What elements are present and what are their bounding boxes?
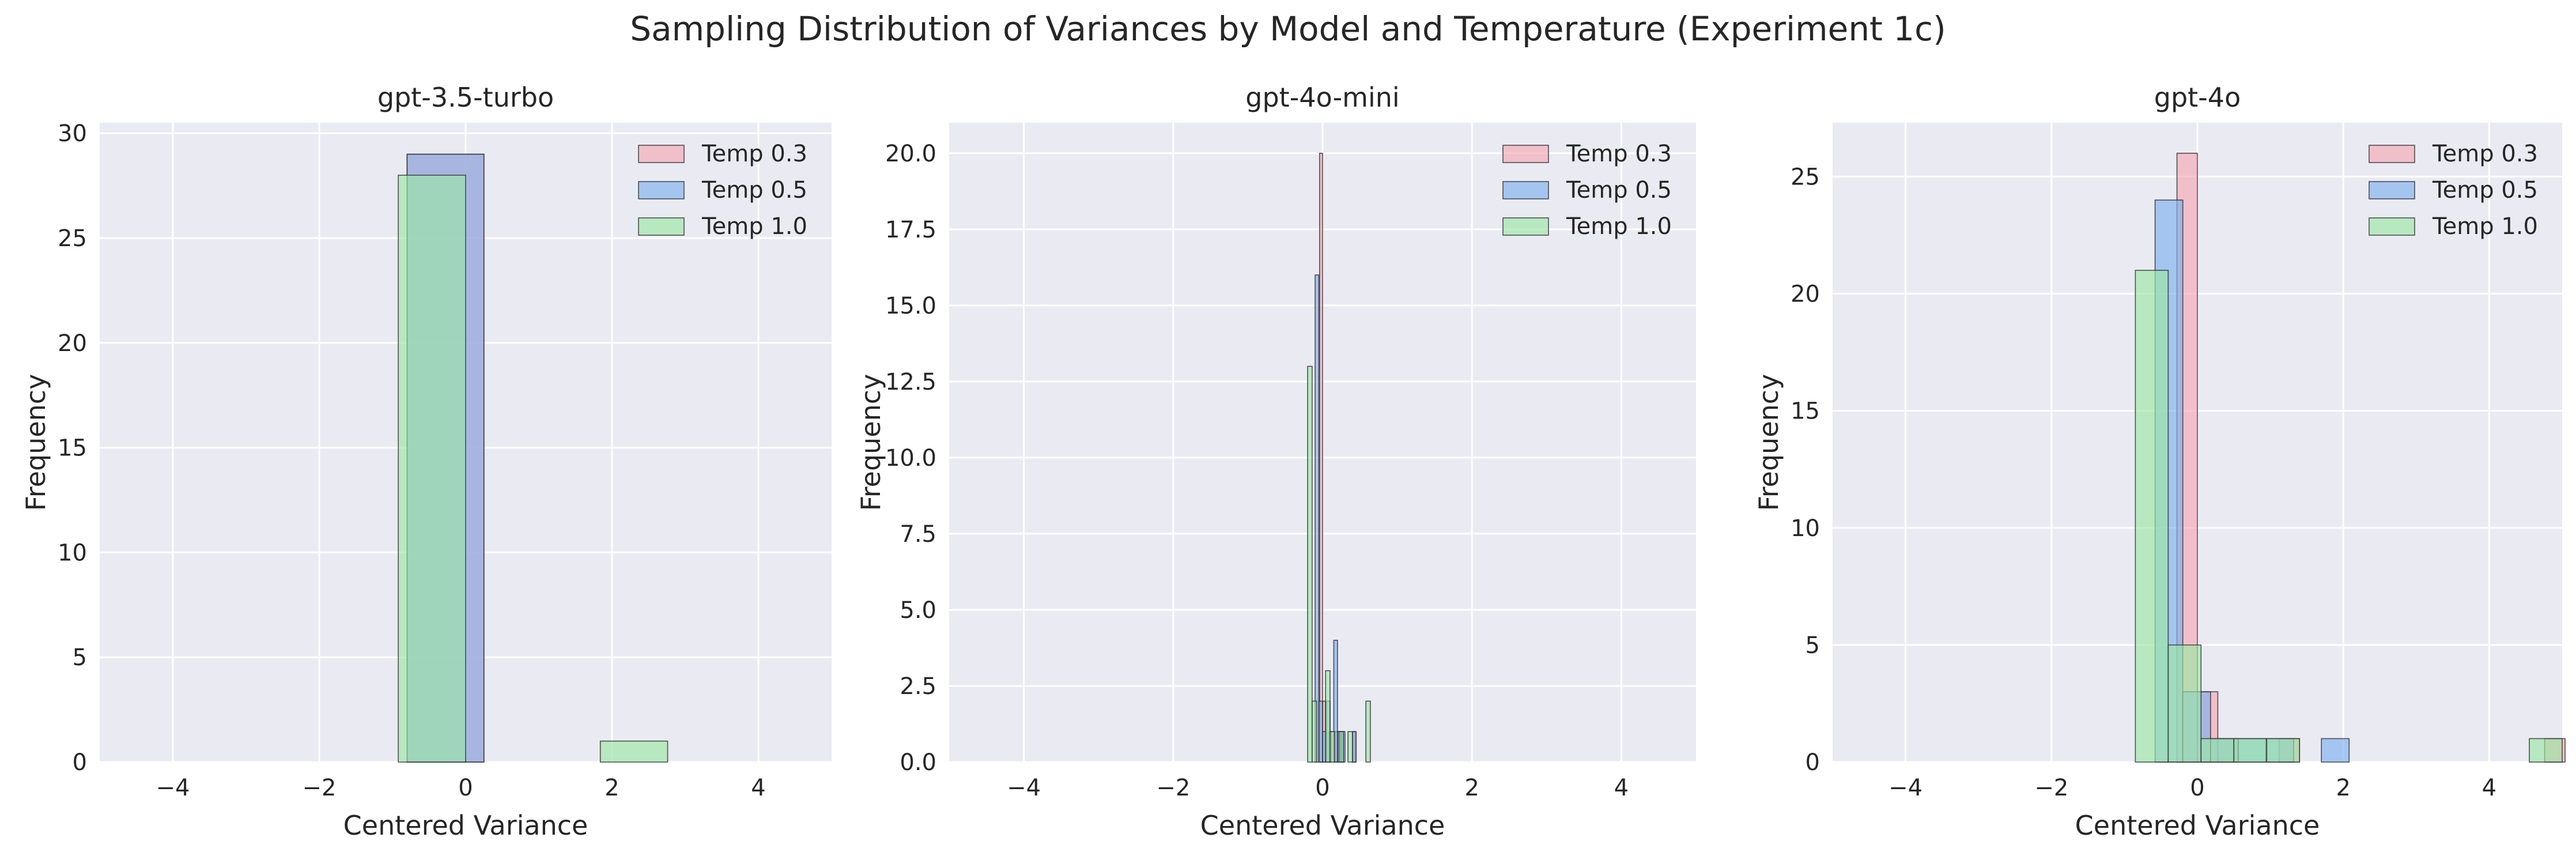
- legend-label: Temp 1.0: [2432, 213, 2538, 240]
- histogram-bar: [2529, 738, 2563, 763]
- x-axis-label: Centered Variance: [343, 810, 588, 841]
- series-temp-1.0: [1307, 365, 1371, 763]
- y-tick-label: 7.5: [900, 521, 936, 548]
- y-axis-label: Frequency: [1753, 374, 1784, 511]
- legend: Temp 0.3 Temp 0.5 Temp 1.0: [2369, 141, 2538, 240]
- legend-swatch: [638, 217, 685, 236]
- legend-swatch: [2369, 145, 2415, 163]
- x-axis-label: Centered Variance: [2075, 810, 2320, 841]
- x-tick-label: 2: [2336, 775, 2350, 801]
- x-tick-label: 4: [2482, 775, 2496, 801]
- histogram-bar: [2266, 738, 2301, 763]
- y-tick-label: 17.5: [885, 217, 936, 243]
- x-axis-label: Centered Variance: [1200, 810, 1445, 841]
- x-tick-label: −4: [156, 775, 190, 801]
- histogram-bar: [1318, 700, 1323, 763]
- y-tick-label: 10: [1791, 515, 1820, 542]
- histogram-bar: [1307, 365, 1313, 763]
- series-temp-1.0: [2135, 270, 2563, 763]
- subplot-title: gpt-4o-mini: [1245, 82, 1399, 113]
- y-axis-label: Frequency: [20, 374, 51, 511]
- y-tick-label: 20: [1791, 281, 1820, 308]
- legend-label: Temp 0.3: [2432, 141, 2538, 167]
- x-tick-label: 0: [1315, 775, 1329, 801]
- legend-label: Temp 0.3: [1566, 141, 1672, 167]
- legend-label: Temp 1.0: [701, 213, 807, 240]
- histogram-bar: [1312, 700, 1317, 763]
- y-tick-label: 15.0: [885, 293, 936, 319]
- x-tick-label: 4: [1614, 775, 1629, 801]
- y-tick-label: 0: [1806, 749, 1820, 776]
- y-tick-label: 5: [1806, 632, 1820, 659]
- y-tick-label: 0.0: [900, 749, 936, 776]
- y-tick-label: 5: [73, 644, 87, 671]
- y-axis-label: Frequency: [855, 374, 886, 511]
- histogram-bar: [1329, 731, 1335, 763]
- series-temp-1.0: [398, 175, 668, 763]
- legend-swatch: [638, 145, 685, 163]
- x-tick-label: 2: [605, 775, 619, 801]
- x-tick-label: −4: [1007, 775, 1041, 801]
- histogram-bar: [398, 175, 466, 763]
- y-tick-label: 2.5: [900, 673, 936, 700]
- legend-label: Temp 0.5: [2432, 177, 2538, 203]
- histogram-bar: [2321, 738, 2350, 763]
- legend-swatch: [1502, 145, 1549, 163]
- subplots: −4 −2 0 2 4051015202530gpt-3.5-turboCentered…: [20, 82, 2566, 841]
- histogram-bar: [1315, 274, 1320, 763]
- x-tick-label: −2: [2034, 775, 2068, 801]
- subplot-title: gpt-3.5-turbo: [377, 82, 554, 113]
- y-tick-label: 20: [58, 330, 87, 357]
- x-tick-label: 0: [458, 775, 473, 801]
- y-tick-label: 20.0: [885, 141, 936, 167]
- subplot-1: −4 −2 0 2 4 0 5 10 15 20 25 30 gpt-3.5-turbo Centered…: [20, 82, 832, 841]
- y-tick-label: 12.5: [885, 369, 936, 395]
- x-tick-label: −4: [1888, 775, 1922, 801]
- y-tick-label: 5.0: [900, 597, 936, 624]
- histogram-bar: [1365, 700, 1371, 763]
- legend-swatch: [638, 181, 685, 199]
- histogram-bar: [1347, 731, 1353, 763]
- legend-swatch: [1502, 217, 1549, 236]
- legend-label: Temp 1.0: [1566, 213, 1672, 240]
- x-tick-label: 4: [751, 775, 765, 801]
- histogram-bar: [2135, 270, 2169, 763]
- subplot-3: −4 −2 0 2 4 0 5 10 15 20 25 gpt-4o Centered Variance…: [1753, 82, 2566, 841]
- histogram-bar: [2233, 738, 2268, 763]
- histogram-bar: [1319, 153, 1323, 763]
- y-tick-label: 30: [58, 120, 87, 147]
- histogram-bar: [1333, 639, 1338, 763]
- histogram-bar: [2200, 738, 2235, 763]
- y-tick-label: 10.0: [885, 445, 936, 472]
- histogram-bar: [1338, 731, 1344, 763]
- subplot-title: gpt-4o: [2154, 82, 2241, 113]
- histogram-bar: [599, 740, 668, 763]
- histogram-bar: [1352, 731, 1357, 763]
- subplot-2: −4 −2 0 2 4 0.0 2.5 5.0 7.5 10.0 12.5 15.0 17.5 20.0 g…: [855, 82, 1696, 841]
- x-tick-label: 2: [1464, 775, 1479, 801]
- x-tick-label: 0: [2190, 775, 2204, 801]
- legend: Temp 0.3 Temp 0.5 Temp 1.0: [638, 141, 807, 240]
- histogram-bar: [2167, 644, 2202, 763]
- x-tick-label: −2: [303, 775, 337, 801]
- legend-swatch: [1502, 181, 1549, 199]
- y-tick-label: 15: [1791, 398, 1820, 425]
- y-tick-label: 25: [58, 225, 87, 252]
- legend: Temp 0.3 Temp 0.5 Temp 1.0: [1502, 141, 1672, 240]
- y-tick-label: 25: [1791, 164, 1820, 190]
- legend-label: Temp 0.5: [701, 177, 807, 203]
- histogram-bar: [1325, 670, 1331, 763]
- y-tick-label: 0: [73, 749, 87, 776]
- figure-title: Sampling Distribution of Variances by Mo…: [630, 9, 1946, 48]
- legend-label: Temp 0.5: [1566, 177, 1672, 203]
- y-tick-label: 15: [58, 435, 87, 462]
- legend-label: Temp 0.3: [701, 141, 807, 167]
- legend-swatch: [2369, 217, 2415, 236]
- legend-swatch: [2369, 181, 2415, 199]
- x-tick-label: −2: [1156, 775, 1190, 801]
- y-tick-label: 10: [58, 540, 87, 566]
